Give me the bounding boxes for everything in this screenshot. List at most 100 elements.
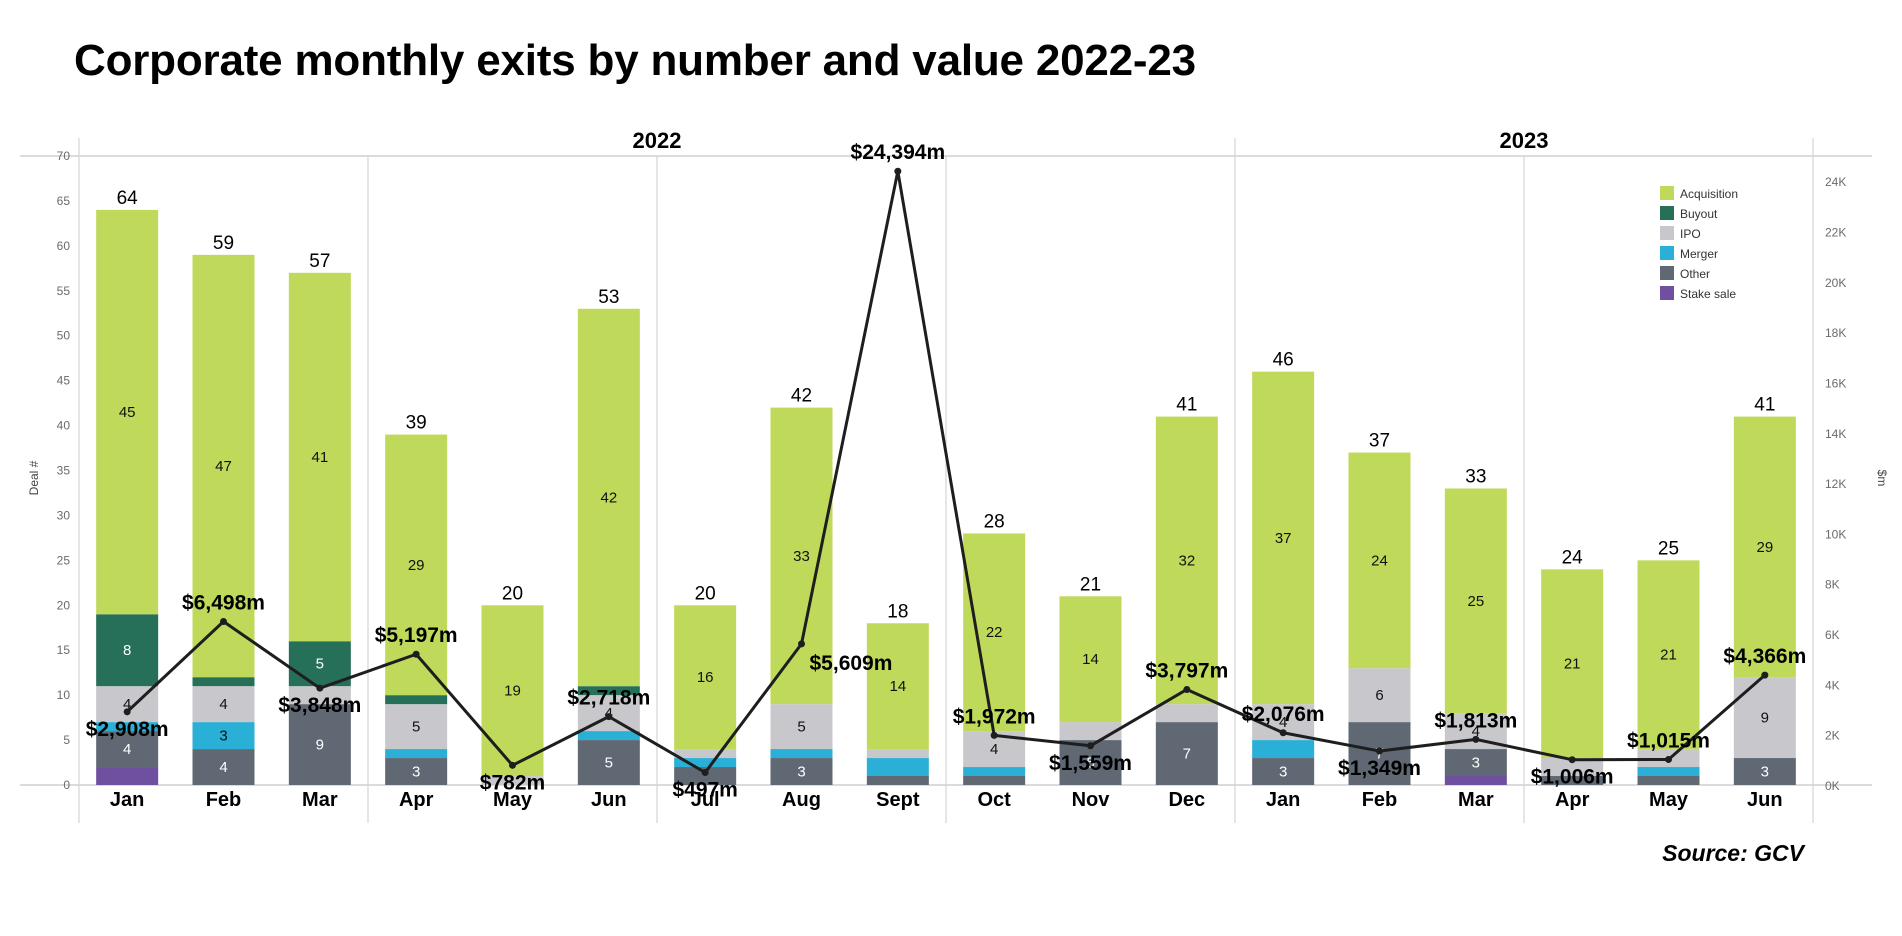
bar-segment-buyout xyxy=(385,695,448,705)
bar-segment-other xyxy=(385,758,448,785)
bar-segment-ipo xyxy=(192,686,255,723)
segment-label: 22 xyxy=(986,624,1003,641)
bar-stack xyxy=(192,254,255,785)
value-point xyxy=(1665,755,1672,763)
total-label: 53 xyxy=(598,287,619,308)
y-tick-label: 55 xyxy=(57,284,71,298)
segment-label: 3 xyxy=(1279,764,1287,781)
month-label: May xyxy=(1649,789,1689,811)
segment-label: 8 xyxy=(123,642,131,659)
legend-item: Other xyxy=(1660,266,1710,281)
bar-segment-other xyxy=(1637,776,1700,785)
bar-stack xyxy=(288,272,351,785)
y-axis-title: Deal # xyxy=(27,460,41,495)
y2-axis-title: $m xyxy=(1875,470,1889,487)
segment-label: 14 xyxy=(889,678,906,695)
legend: Acquisition Buyout IPO Merger Other Stake sal… xyxy=(1660,186,1738,301)
total-label: 21 xyxy=(1080,574,1101,595)
segment-label: 3 xyxy=(1472,755,1480,772)
value-point xyxy=(220,618,227,626)
y-tick-label: 40 xyxy=(57,419,71,433)
value-label: $497m xyxy=(672,778,737,801)
bar-segment-acquisition xyxy=(1059,596,1122,723)
y-axis-right: 0K 2K 4K 6K 8K 10K 12K 14K 16K 18K 20K 22K 24K $m xyxy=(1825,175,1889,793)
bar-segment-other xyxy=(1252,758,1315,785)
bar-segment-other xyxy=(577,740,640,785)
legend-label: IPO xyxy=(1680,227,1701,241)
bar-segment-buyout xyxy=(577,686,640,696)
bar-segment-acquisition xyxy=(1444,488,1507,714)
legend-label: Other xyxy=(1680,267,1710,281)
month-label: Jun xyxy=(591,789,627,811)
bar-segment-ipo xyxy=(577,695,640,732)
segment-label: 16 xyxy=(697,669,714,686)
bar-segment-acquisition xyxy=(192,254,255,678)
value-label: $2,076m xyxy=(1242,703,1325,726)
bar-segment-ipo xyxy=(1541,758,1604,777)
bar-stack xyxy=(96,209,159,785)
value-label: $1,972m xyxy=(953,705,1036,728)
value-point xyxy=(798,640,805,648)
value-label: $3,848m xyxy=(278,694,361,717)
total-label: 20 xyxy=(502,583,523,604)
legend-label: Buyout xyxy=(1680,207,1718,221)
value-point xyxy=(1472,735,1480,743)
bar-stack xyxy=(481,605,544,785)
value-point xyxy=(605,713,613,721)
value-label: $1,006m xyxy=(1531,766,1614,789)
bar-segment-stake-sale xyxy=(96,767,159,785)
total-label: 20 xyxy=(695,583,716,604)
bar-segment-acquisition xyxy=(674,605,737,750)
bar-segment-acquisition xyxy=(1733,416,1796,678)
segment-label: 5 xyxy=(1086,755,1094,772)
value-label: $2,718m xyxy=(567,687,650,710)
total-label: 41 xyxy=(1176,395,1197,416)
y-tick-label: 60 xyxy=(57,239,71,253)
y-axis-left: 0 5 10 15 20 25 30 35 40 45 50 55 60 65 70 Deal # xyxy=(27,149,70,792)
bar-segment-acquisition xyxy=(1541,569,1604,759)
legend-swatch xyxy=(1660,246,1674,260)
legend-item: Merger xyxy=(1660,246,1718,261)
legend-label: Stake sale xyxy=(1680,287,1736,301)
total-labels: 64 59 57 39 20 53 20 42 18 28 21 41 46 37 33 24 25 41 xyxy=(117,188,1776,622)
legend-item: IPO xyxy=(1660,226,1701,241)
bar-segment-merger xyxy=(1637,767,1700,777)
bar-stack xyxy=(674,605,737,785)
value-point xyxy=(1183,685,1191,693)
month-label: Oct xyxy=(977,789,1011,811)
segment-label: 3 xyxy=(797,764,805,781)
value-point xyxy=(412,650,420,658)
bar-segment-other xyxy=(192,749,255,785)
legend-swatch xyxy=(1660,226,1674,240)
month-label: Jul xyxy=(691,789,720,811)
legend-item: Buyout xyxy=(1660,206,1718,221)
legend-item: Stake sale xyxy=(1660,286,1736,301)
total-label: 57 xyxy=(309,251,330,272)
bar-segment-acquisition xyxy=(1155,416,1218,705)
bar-segment-merger xyxy=(192,722,255,750)
bar-segment-buyout xyxy=(288,641,351,687)
bar-stack xyxy=(866,623,929,785)
value-point xyxy=(990,731,998,739)
bar-segment-acquisition xyxy=(577,308,640,687)
month-label: May xyxy=(493,789,533,811)
segment-label: 21 xyxy=(1564,656,1581,673)
total-label: 18 xyxy=(887,601,908,622)
y-tick-label: 10 xyxy=(57,688,71,702)
y2-tick-label: 18K xyxy=(1825,326,1846,340)
bar-segment-acquisition xyxy=(963,533,1026,732)
chart-frame: 2022 2023 xyxy=(20,128,1872,823)
segment-label: 4 xyxy=(1279,714,1287,731)
bar-segment-ipo xyxy=(770,704,833,750)
bar-segment-ipo xyxy=(288,686,351,705)
value-line: $2,908m $6,498m $3,848m $5,197m $782m $2,718m… xyxy=(86,141,1807,801)
bar-segment-acquisition xyxy=(96,209,159,615)
value-label: $1,349m xyxy=(1338,757,1421,780)
chart-title: Corporate monthly exits by number and va… xyxy=(74,36,1196,85)
bar-segment-ipo xyxy=(1348,668,1411,723)
total-label: 39 xyxy=(406,413,427,434)
legend-item: Acquisition xyxy=(1660,186,1738,201)
x-axis: Jan Feb Mar Apr May Jun Jul Aug Sept Oct Nov Dec Jan… xyxy=(110,789,1783,811)
segment-label: 21 xyxy=(1660,647,1677,664)
segment-label: 4 xyxy=(990,741,998,758)
